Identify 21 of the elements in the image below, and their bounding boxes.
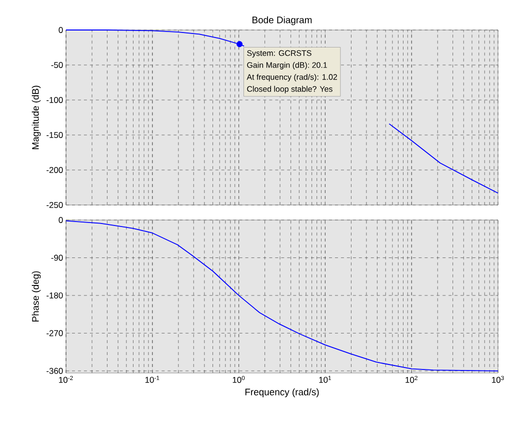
y-tick-label: -90 — [51, 254, 63, 261]
y-axis-title: Magnitude (dB) — [32, 86, 41, 150]
y-tick-label: -50 — [51, 62, 63, 68]
x-axis-title: Frequency (rad/s) — [245, 388, 319, 398]
y-tick-label: -150 — [46, 132, 63, 138]
y-tick-label: 0 — [58, 27, 63, 33]
y-tick-label: -100 — [46, 97, 63, 103]
x-tick-label: 10$^{2}$ — [406, 376, 418, 383]
y-tick-label: -360 — [46, 368, 63, 374]
x-tick-label: 10$^{1}$ — [319, 376, 332, 383]
x-tick-label: 10$^{-2}$ — [59, 376, 73, 383]
y-tick-label: -200 — [46, 167, 63, 173]
chart-title: Bode Diagram — [252, 16, 312, 26]
x-tick-label: 10$^{0}$ — [232, 376, 245, 383]
y-tick-label: -270 — [46, 330, 63, 336]
y-tick-label: -180 — [46, 292, 63, 298]
y-tick-label: 0 — [58, 217, 63, 223]
y-tick-label: -250 — [46, 202, 63, 208]
y-axis-title: Phase (deg) — [32, 271, 41, 322]
x-tick-label: 10$^{3}$ — [492, 376, 504, 383]
x-tick-label: 10$^{-1}$ — [145, 376, 160, 383]
